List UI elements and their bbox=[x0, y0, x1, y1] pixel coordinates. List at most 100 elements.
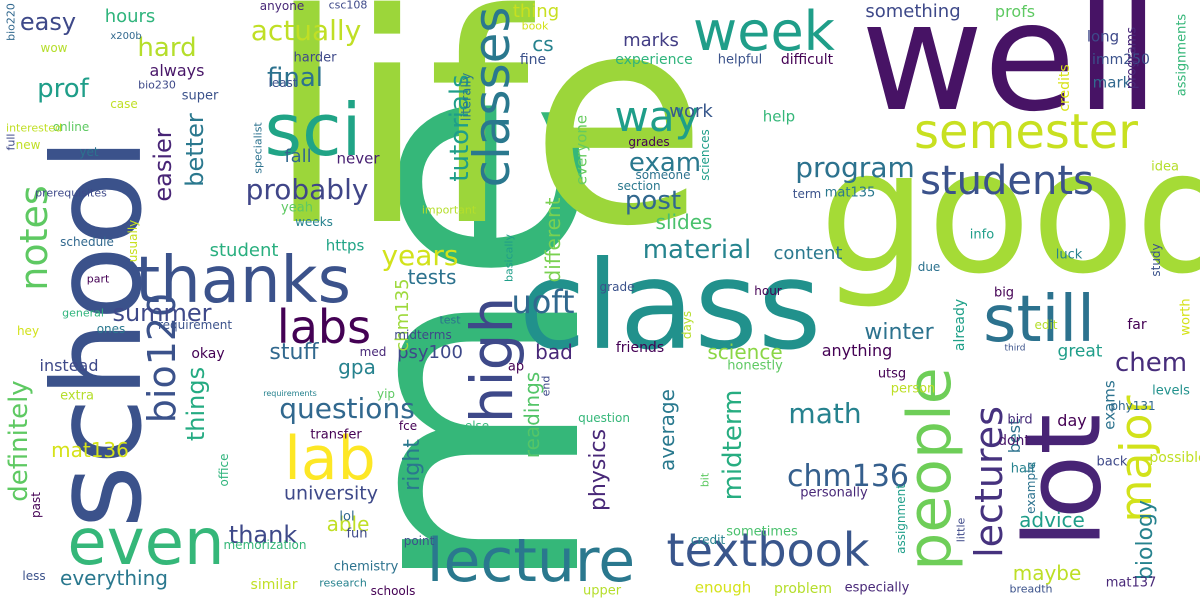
word: little bbox=[954, 517, 968, 543]
word: prerequisites bbox=[35, 186, 107, 200]
word: online bbox=[52, 120, 90, 134]
word: mat135 bbox=[824, 185, 876, 201]
word: personally bbox=[800, 485, 868, 501]
word: test bbox=[439, 313, 461, 327]
word: fine bbox=[519, 52, 547, 68]
word: requirement bbox=[157, 318, 233, 332]
word: thank bbox=[228, 521, 298, 549]
word: maybe bbox=[1012, 561, 1082, 585]
word: programs bbox=[1124, 26, 1140, 90]
word: summer bbox=[112, 299, 212, 327]
word: everything bbox=[60, 566, 168, 590]
word: everyone bbox=[572, 114, 591, 186]
word: uoft bbox=[511, 283, 575, 321]
word: slides bbox=[655, 210, 713, 234]
word: midterm bbox=[718, 389, 748, 501]
word: specialist bbox=[251, 122, 265, 174]
word: something bbox=[865, 1, 961, 22]
word: fce bbox=[398, 419, 418, 433]
word: imm250 bbox=[1092, 52, 1150, 68]
word: anything bbox=[821, 341, 893, 360]
word: book bbox=[521, 19, 549, 33]
word: upper bbox=[582, 583, 622, 599]
word: else bbox=[464, 419, 490, 433]
word: help bbox=[762, 107, 796, 126]
word: question bbox=[578, 411, 630, 425]
word: even bbox=[67, 506, 225, 580]
word: still bbox=[983, 283, 1095, 357]
word: sometimes bbox=[726, 524, 798, 540]
word: yet bbox=[79, 145, 99, 159]
word: day bbox=[1057, 411, 1087, 430]
word: prof bbox=[37, 74, 89, 104]
word: right bbox=[400, 439, 425, 491]
word: full bbox=[4, 133, 18, 151]
word: days bbox=[680, 310, 694, 340]
word: biology bbox=[1133, 499, 1158, 581]
word: office bbox=[217, 453, 231, 487]
word: important bbox=[421, 203, 477, 217]
word: big bbox=[993, 285, 1015, 301]
word: labs bbox=[276, 300, 372, 354]
word: part bbox=[86, 272, 110, 286]
word: study bbox=[1149, 243, 1163, 277]
word: grades bbox=[628, 135, 670, 149]
word: sciences bbox=[698, 129, 712, 181]
word: bird bbox=[1007, 412, 1033, 428]
word: student bbox=[209, 240, 279, 261]
word: fun bbox=[346, 526, 368, 542]
word: super bbox=[181, 88, 219, 104]
word: textbook bbox=[666, 523, 870, 577]
word: hard bbox=[137, 33, 197, 63]
word: profs bbox=[994, 2, 1036, 21]
word: memorization bbox=[223, 538, 307, 552]
word: requirements bbox=[263, 389, 317, 398]
word: lectures bbox=[967, 406, 1011, 558]
word: less bbox=[22, 569, 46, 583]
word: dont bbox=[998, 433, 1030, 449]
word: levels bbox=[1152, 383, 1190, 399]
word: due bbox=[917, 260, 941, 274]
word: never bbox=[336, 149, 380, 168]
word: point bbox=[403, 534, 435, 548]
word: students bbox=[920, 158, 1094, 204]
word: past bbox=[29, 492, 43, 518]
word: lecture bbox=[426, 526, 636, 596]
word: easier bbox=[149, 128, 177, 202]
word: experience bbox=[615, 52, 693, 68]
word: chemistry bbox=[333, 559, 399, 575]
word: enough bbox=[694, 578, 752, 597]
word: research bbox=[319, 576, 367, 590]
word: long bbox=[1086, 27, 1120, 46]
word: questions bbox=[279, 392, 415, 425]
word: average bbox=[655, 389, 679, 471]
word: usually bbox=[126, 219, 140, 263]
word: university bbox=[284, 482, 378, 505]
word: yeah bbox=[281, 200, 313, 216]
word: breadth bbox=[1009, 582, 1053, 596]
word: end bbox=[539, 375, 553, 397]
word: post bbox=[624, 186, 682, 216]
word: content bbox=[773, 243, 843, 264]
word: science bbox=[707, 340, 783, 364]
word: sci bbox=[264, 88, 362, 172]
word: better bbox=[181, 113, 209, 187]
word: helpful bbox=[717, 52, 763, 68]
word: phy131 bbox=[1110, 399, 1156, 413]
word: math bbox=[788, 397, 862, 430]
word: half bbox=[1010, 461, 1036, 477]
word: utsg bbox=[877, 366, 907, 382]
word: class bbox=[518, 235, 822, 377]
word: chem bbox=[1114, 348, 1188, 378]
word: assignments bbox=[1174, 13, 1190, 97]
word: section bbox=[617, 179, 661, 193]
word: great bbox=[1057, 341, 1103, 362]
word: credit bbox=[690, 533, 726, 547]
word: weeks bbox=[295, 215, 333, 229]
word: bad bbox=[535, 340, 573, 364]
word: csc108 bbox=[328, 0, 368, 12]
word: x200b bbox=[110, 31, 142, 42]
word: harder bbox=[293, 50, 337, 66]
word: example bbox=[1024, 462, 1038, 514]
word: person bbox=[890, 381, 936, 397]
